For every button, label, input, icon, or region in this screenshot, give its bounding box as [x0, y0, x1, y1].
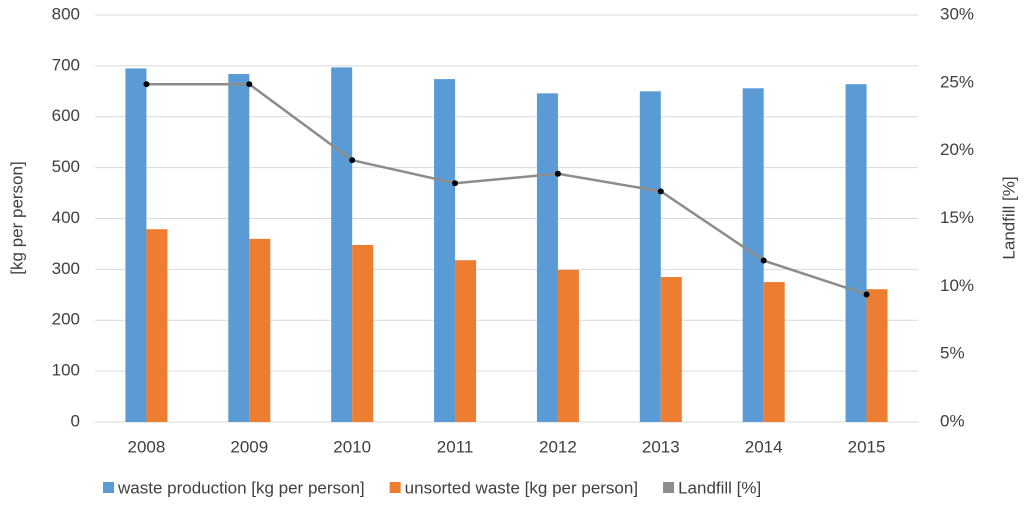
y2-axis-label: Landfill [%] — [999, 176, 1018, 259]
bar — [660, 277, 682, 422]
y-tick-label: 600 — [52, 106, 80, 125]
line-marker — [863, 291, 870, 298]
legend-label: Landfill [%] — [678, 478, 761, 497]
line-marker — [246, 81, 253, 88]
bar — [639, 91, 661, 422]
y-tick-label: 300 — [52, 259, 80, 278]
y2-tick-label: 10% — [940, 276, 974, 295]
y-axis-label: [kg per person] — [7, 161, 26, 274]
x-tick-label: 2015 — [848, 437, 886, 456]
y-tick-label: 800 — [52, 4, 80, 23]
bar — [434, 79, 456, 422]
bar — [125, 68, 147, 422]
y-tick-label: 0 — [71, 411, 80, 430]
bar — [455, 260, 477, 422]
y-tick-label: 700 — [52, 55, 80, 74]
legend-swatch — [663, 482, 675, 493]
bar — [536, 93, 558, 422]
y2-tick-label: 30% — [940, 4, 974, 23]
bar — [331, 67, 353, 423]
x-tick-label: 2010 — [333, 437, 371, 456]
y2-tick-label: 15% — [940, 208, 974, 227]
line — [146, 82, 867, 296]
y-tick-label: 500 — [52, 157, 80, 176]
legend-swatch — [103, 482, 114, 493]
legend-label: waste production [kg per person] — [117, 478, 365, 497]
y2-tick-label: 0% — [940, 411, 965, 430]
bar — [845, 84, 867, 422]
y2-tick-label: 5% — [940, 344, 965, 363]
bar — [228, 74, 250, 422]
y-tick-label: 200 — [52, 310, 80, 329]
x-tick-label: 2012 — [539, 437, 577, 456]
line-marker — [143, 81, 150, 88]
bar — [742, 88, 764, 422]
x-tick-label: 2009 — [230, 437, 268, 456]
x-tick-label: 2011 — [437, 437, 474, 456]
x-tick-label: 2008 — [128, 437, 166, 456]
bar — [557, 269, 579, 422]
y-tick-label: 100 — [52, 361, 80, 380]
line-marker — [657, 188, 664, 195]
line-marker — [554, 170, 561, 177]
x-tick-label: 2014 — [745, 437, 783, 456]
bar — [146, 229, 168, 422]
legend-swatch — [389, 482, 401, 493]
y-tick-label: 400 — [52, 208, 80, 227]
bar — [249, 238, 271, 422]
line-marker — [452, 180, 459, 187]
line-marker — [760, 257, 767, 264]
line-marker — [349, 157, 356, 164]
y2-tick-label: 25% — [940, 72, 974, 91]
legend-label: unsorted waste [kg per person] — [405, 478, 638, 497]
bar — [866, 289, 888, 422]
y2-tick-label: 20% — [940, 140, 974, 159]
x-tick-label: 2013 — [642, 437, 680, 456]
bar — [763, 282, 785, 422]
bar — [352, 244, 374, 422]
